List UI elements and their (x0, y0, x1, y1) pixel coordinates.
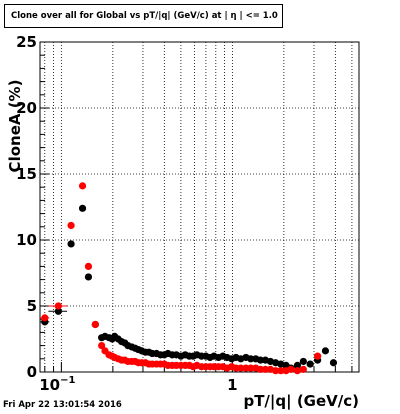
data-point (329, 359, 338, 367)
chart-title: Clone over all for Global vs pT/|q| (GeV… (11, 11, 278, 21)
data-point (272, 367, 280, 375)
marker (78, 204, 87, 212)
data-point (237, 364, 245, 372)
data-point (78, 182, 87, 190)
data-point (306, 360, 314, 368)
marker (299, 365, 307, 373)
data-point (98, 342, 106, 350)
marker (78, 182, 87, 190)
data-point (48, 307, 68, 315)
grid (40, 42, 359, 372)
marker (67, 221, 75, 230)
marker (98, 342, 106, 350)
axes: 0 5 10 15 20 25 10−1 1 (16, 33, 360, 394)
data-point (287, 365, 295, 373)
marker (54, 302, 62, 310)
data-point (67, 221, 75, 230)
chart-title-box: Clone over all for Global vs pT/|q| (GeV… (4, 4, 283, 28)
data-point (84, 273, 93, 281)
y-tick-label: 5 (27, 297, 37, 315)
footer-timestamp: Fri Apr 22 13:01:54 2016 (3, 400, 122, 410)
x-tick-label-1: 1 (227, 376, 237, 394)
marker (247, 355, 255, 363)
marker (261, 365, 270, 373)
marker (321, 347, 330, 355)
marker (287, 365, 295, 373)
marker (293, 361, 302, 369)
y-tick-label: 15 (16, 165, 37, 183)
data-point (247, 364, 255, 372)
plot-frame (39, 41, 360, 373)
marker (84, 262, 93, 270)
x-axis-label: pT/|q| (GeV/c) (243, 392, 359, 411)
marker (293, 367, 302, 375)
data-point (299, 365, 307, 373)
data-point (321, 347, 330, 355)
marker (329, 359, 338, 367)
y-tick-label: 25 (16, 33, 37, 51)
data-point (314, 352, 322, 360)
marker (299, 357, 307, 366)
data-point (277, 367, 285, 375)
y-axis-label: CloneA (%) (6, 80, 24, 173)
marker (272, 367, 280, 375)
data-point (67, 240, 75, 248)
data-point (293, 361, 302, 369)
data-point (293, 367, 302, 375)
data-point (261, 365, 270, 373)
marker (306, 360, 314, 368)
marker (41, 314, 49, 322)
data-point (91, 320, 99, 329)
marker (54, 307, 62, 315)
x-tick-label-0.1: 10−1 (39, 375, 75, 394)
marker (314, 352, 322, 360)
y-tick-label: 10 (16, 231, 37, 249)
data-point (40, 314, 50, 322)
data-point (78, 204, 87, 212)
y-tick-label: 0 (27, 363, 37, 381)
data-point (256, 356, 265, 364)
y-tick-label: 20 (16, 99, 37, 117)
marker (84, 273, 93, 281)
data-point (84, 262, 93, 270)
marker (67, 240, 75, 248)
marker (256, 356, 265, 364)
marker (91, 320, 99, 329)
data-point (299, 357, 307, 366)
marker (247, 364, 255, 372)
marker (237, 364, 245, 372)
data-point (48, 302, 68, 310)
marker (256, 365, 265, 373)
data-points (40, 182, 338, 375)
data-point (247, 355, 255, 363)
marker (277, 367, 285, 375)
data-point (256, 365, 265, 373)
